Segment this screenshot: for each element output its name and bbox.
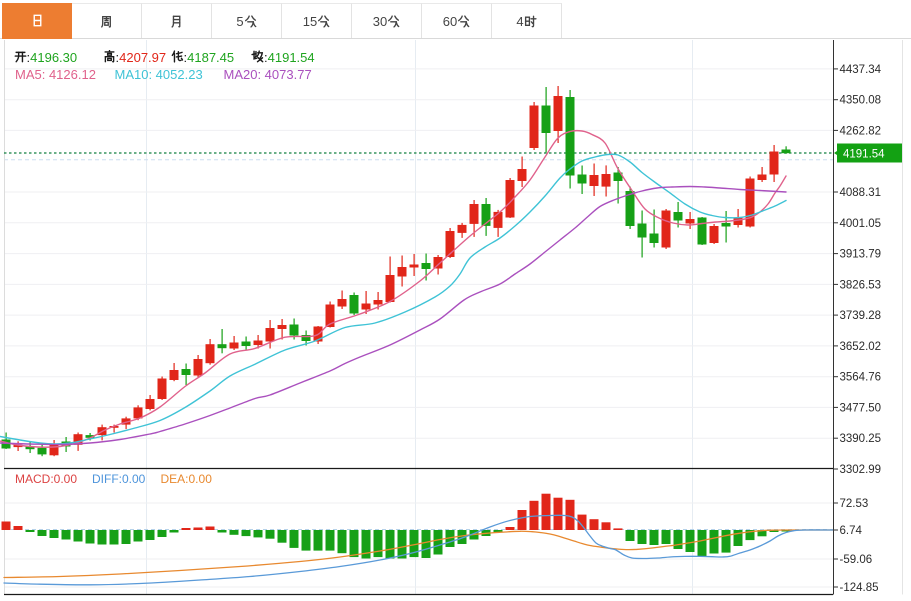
svg-text:4437.34: 4437.34 bbox=[840, 64, 882, 76]
svg-text:3739.28: 3739.28 bbox=[840, 310, 882, 322]
svg-text:-124.85: -124.85 bbox=[840, 582, 879, 594]
svg-text:3390.25: 3390.25 bbox=[840, 433, 882, 445]
svg-text:3564.76: 3564.76 bbox=[840, 372, 882, 384]
svg-text:3477.50: 3477.50 bbox=[840, 402, 882, 414]
svg-text:4262.82: 4262.82 bbox=[840, 125, 882, 137]
svg-text:3652.02: 3652.02 bbox=[840, 341, 882, 353]
svg-text:4001.05: 4001.05 bbox=[840, 218, 882, 230]
svg-text:3302.99: 3302.99 bbox=[840, 464, 882, 476]
svg-text:3826.53: 3826.53 bbox=[840, 279, 882, 291]
svg-text:4191.54: 4191.54 bbox=[843, 149, 885, 161]
svg-text:3913.79: 3913.79 bbox=[840, 249, 882, 261]
svg-text:6.74: 6.74 bbox=[840, 525, 863, 537]
svg-text:4350.08: 4350.08 bbox=[840, 95, 882, 107]
svg-text:-59.06: -59.06 bbox=[840, 554, 873, 566]
svg-text:72.53: 72.53 bbox=[840, 498, 869, 510]
svg-text:4088.31: 4088.31 bbox=[840, 187, 882, 199]
